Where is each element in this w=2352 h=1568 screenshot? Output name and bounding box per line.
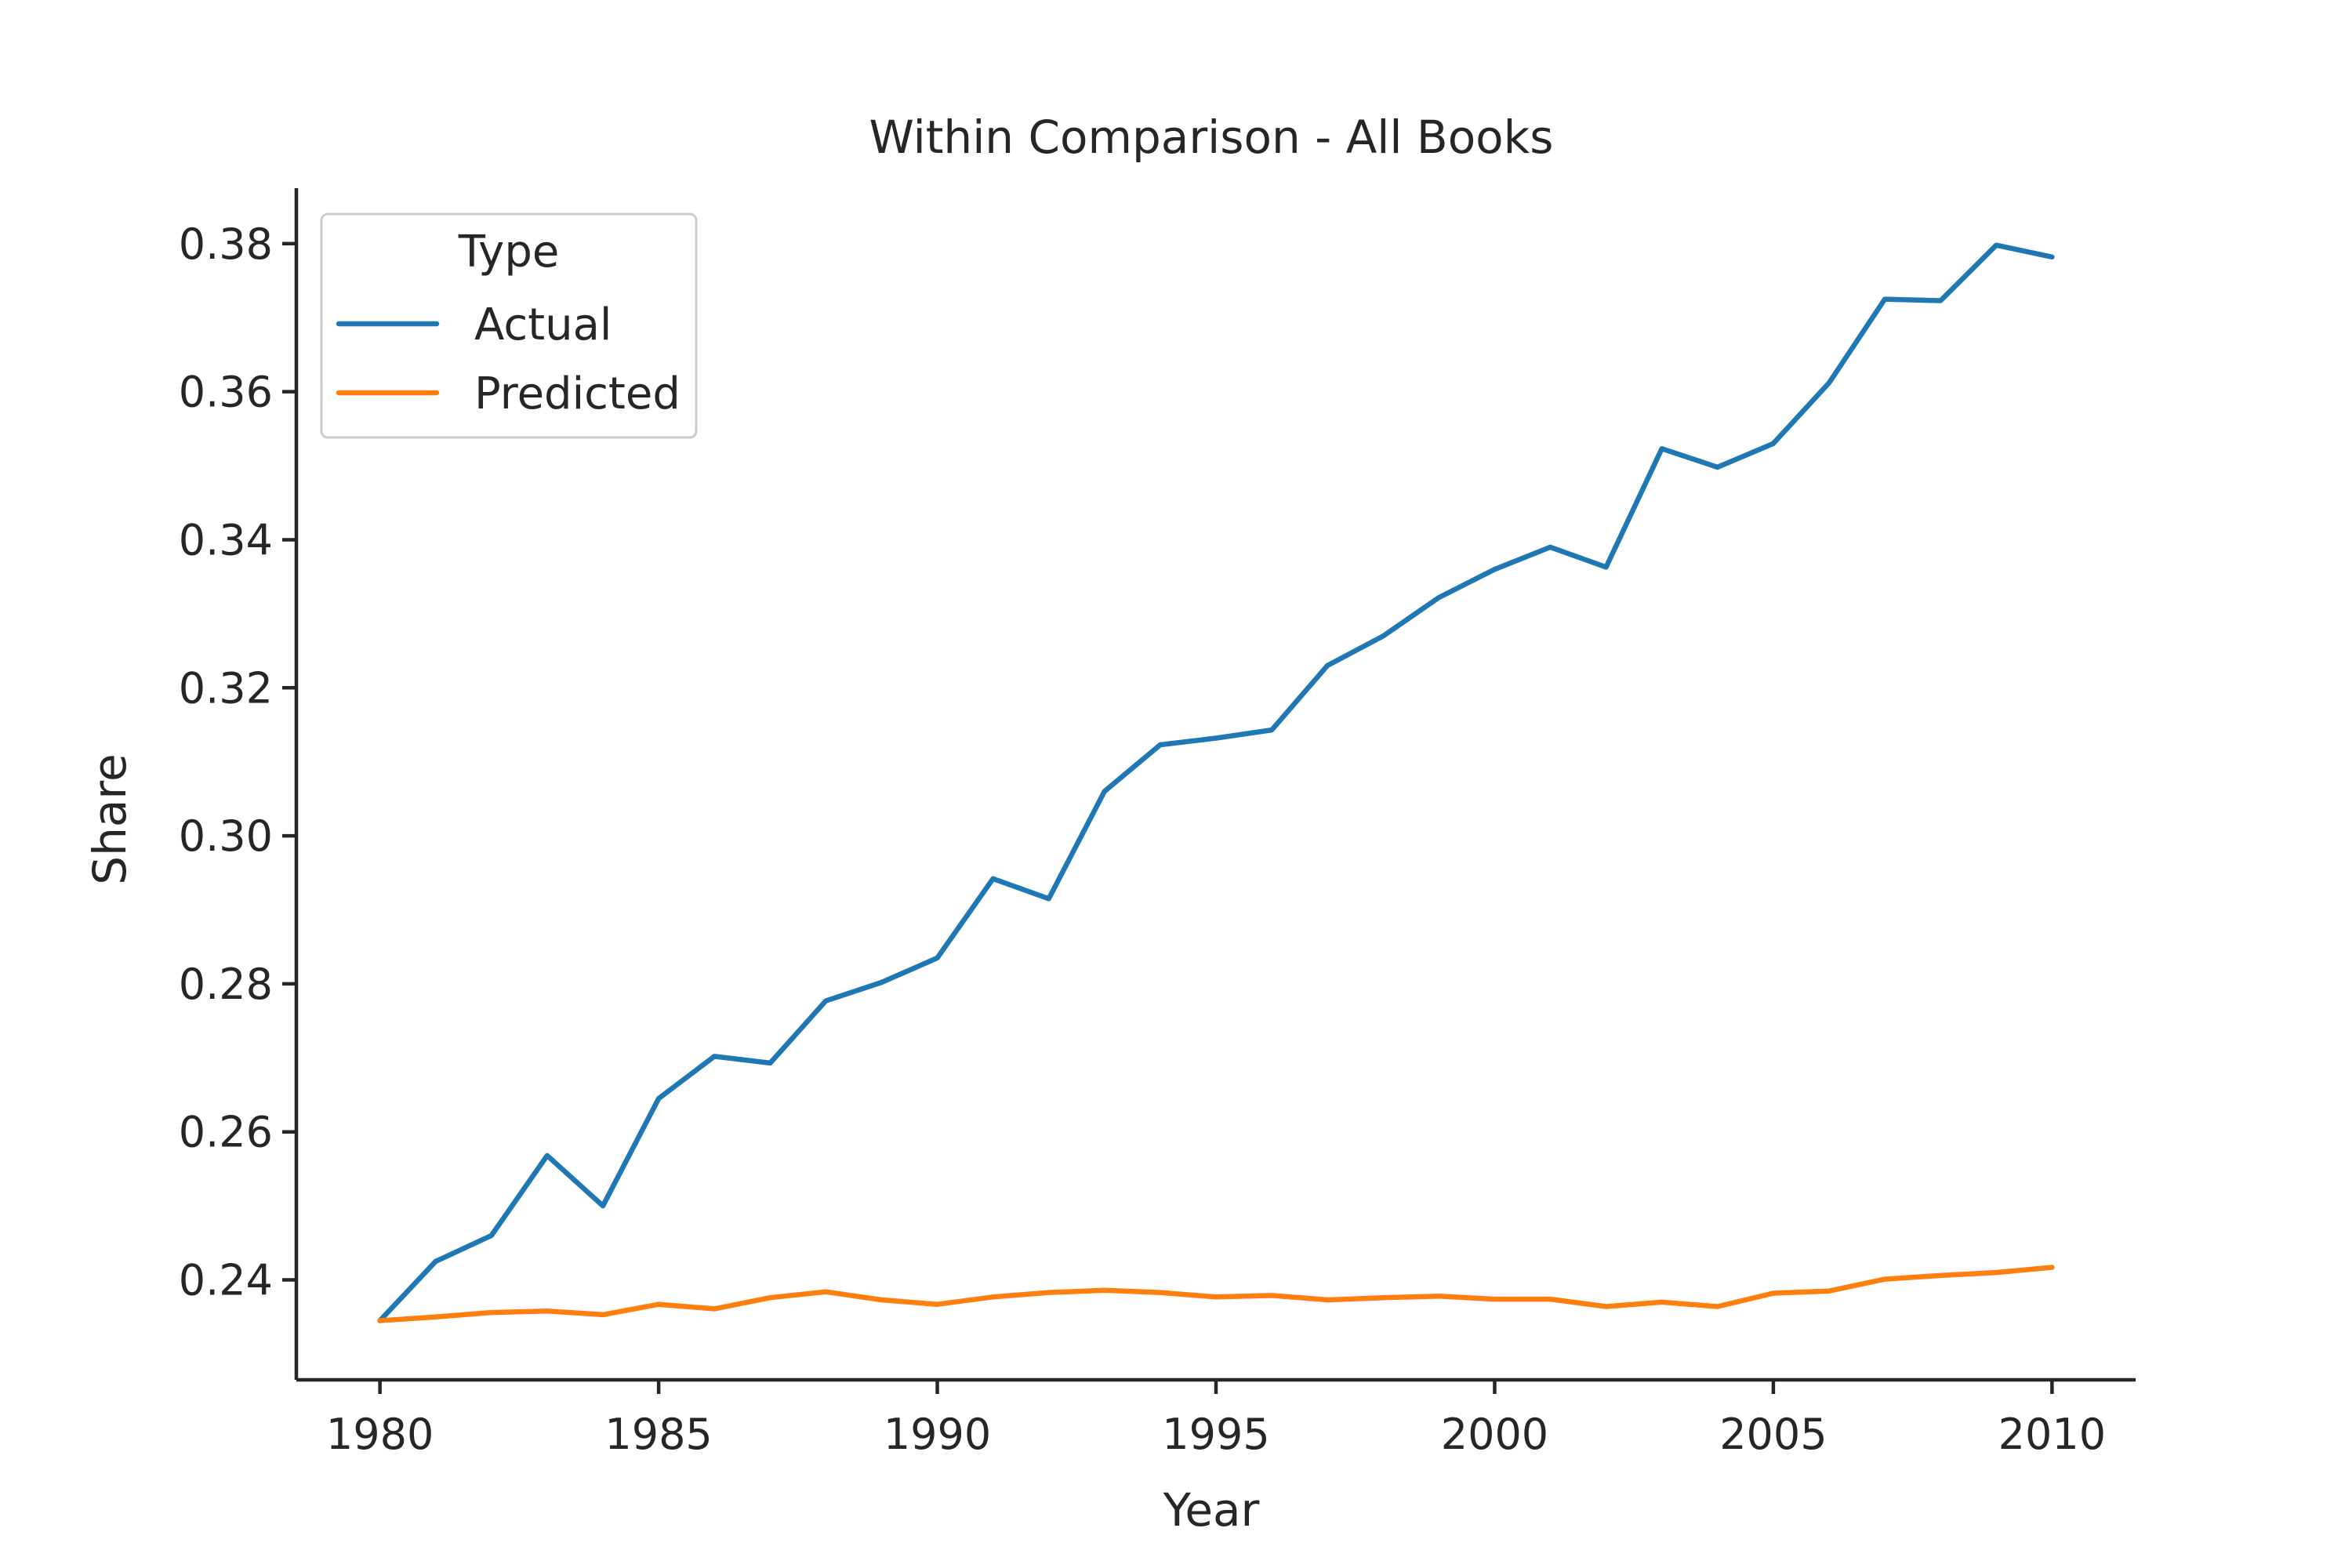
y-tick-label: 0.38 xyxy=(179,220,273,269)
legend-title: Type xyxy=(458,227,560,278)
x-tick-label: 2005 xyxy=(1719,1410,1827,1459)
series-line-predicted xyxy=(377,1265,2055,1323)
legend-label-actual: Actual xyxy=(474,299,612,350)
x-tick-label: 1980 xyxy=(326,1410,434,1459)
x-tick-label: 2000 xyxy=(1441,1410,1548,1459)
x-tick-label: 1990 xyxy=(884,1410,991,1459)
y-tick-label: 0.26 xyxy=(179,1108,273,1157)
y-tick-label: 0.32 xyxy=(179,663,273,713)
series-lines xyxy=(377,242,2055,1323)
x-tick-label: 2010 xyxy=(1998,1410,2106,1459)
y-axis-title: Share xyxy=(83,753,136,884)
y-tick-label: 0.28 xyxy=(179,960,273,1009)
legend-label-predicted: Predicted xyxy=(474,368,681,419)
y-tick-label: 0.36 xyxy=(179,368,273,417)
y-axis: 0.24 0.26 0.28 0.30 0.32 0.34 0.36 0.38 xyxy=(179,188,299,1380)
x-tick-label: 1985 xyxy=(604,1410,712,1459)
legend: Type Actual Predicted xyxy=(320,212,698,439)
legend-box xyxy=(320,212,698,439)
series-line-actual xyxy=(377,242,2055,1323)
x-axis-title: Year xyxy=(1163,1483,1260,1537)
y-tick-label: 0.24 xyxy=(179,1256,273,1305)
x-tick-label: 1995 xyxy=(1162,1410,1269,1459)
x-axis: 1980 1985 1990 1995 2000 2005 2010 xyxy=(296,1377,2136,1459)
y-tick-label: 0.30 xyxy=(179,811,273,861)
y-tick-label: 0.34 xyxy=(179,515,273,564)
chart-title: Within Comparison - All Books xyxy=(869,111,1554,164)
